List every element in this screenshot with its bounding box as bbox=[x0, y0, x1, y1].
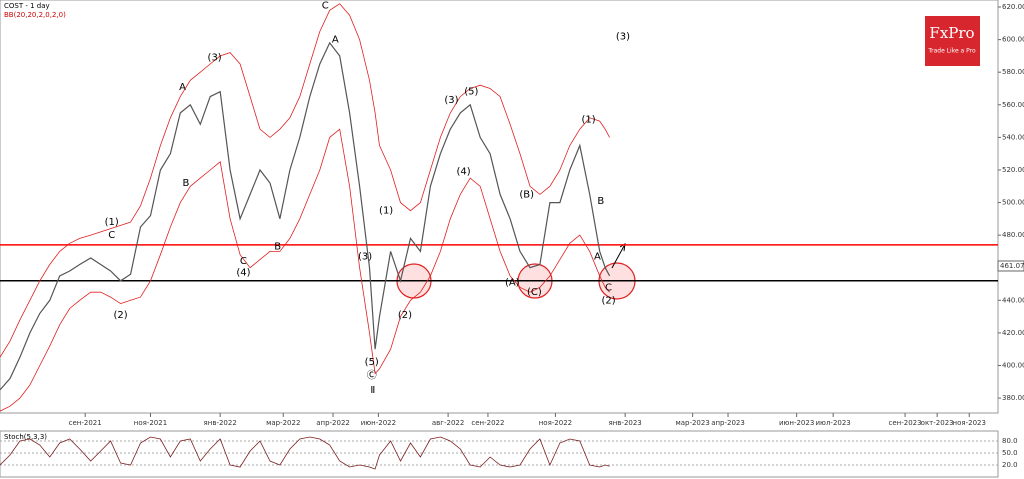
x-tick-label: янв-2023 bbox=[609, 419, 642, 427]
wave-label: (B) bbox=[519, 189, 534, 200]
x-tick-label: апр-2023 bbox=[711, 419, 745, 427]
y-tick-label: 380.00 bbox=[1002, 394, 1024, 402]
series-line bbox=[0, 436, 610, 470]
y-tick-label: 620.00 bbox=[1002, 3, 1024, 11]
wave-label: (3) bbox=[616, 31, 630, 42]
x-tick-label: июн-2022 bbox=[361, 419, 396, 427]
y2-tick-label: 20.0 bbox=[1002, 461, 1018, 469]
stoch-pane bbox=[0, 430, 999, 478]
x-tick-label: мар-2022 bbox=[266, 419, 300, 427]
wave-label: (2) bbox=[114, 310, 128, 321]
x-tick-label: июл-2023 bbox=[816, 419, 851, 427]
wave-label: (2) bbox=[398, 310, 412, 321]
arrow bbox=[611, 243, 626, 269]
y-tick-label: 500.00 bbox=[1002, 199, 1024, 207]
wave-label: (C) bbox=[527, 287, 542, 298]
y-tick-label: 420.00 bbox=[1002, 329, 1024, 337]
wave-label: A bbox=[332, 35, 339, 46]
wave-label: (4) bbox=[457, 167, 471, 178]
x-tick-label: сен-2021 bbox=[69, 419, 102, 427]
x-tick-label: окт-2023 bbox=[921, 419, 954, 427]
price-tag bbox=[997, 260, 1024, 272]
chart-title: COST - 1 day bbox=[4, 2, 50, 10]
y-tick-label: 600.00 bbox=[1002, 36, 1024, 44]
x-tick-label: июн-2023 bbox=[779, 419, 814, 427]
y-tick-label: 540.00 bbox=[1002, 133, 1024, 141]
x-tick-label: авг-2022 bbox=[432, 419, 464, 427]
x-tick-label: сен-2022 bbox=[471, 419, 504, 427]
y2-tick-label: 50.0 bbox=[1002, 449, 1018, 457]
wave-label: (4) bbox=[236, 268, 250, 279]
x-tick-label: ноя-2022 bbox=[539, 419, 572, 427]
x-tick-label: апр-2022 bbox=[316, 419, 350, 427]
wave-label: (3) bbox=[358, 251, 372, 262]
series-line bbox=[0, 128, 610, 412]
x-tick-label: ноя-2023 bbox=[953, 419, 986, 427]
subtitle: BB(20,20,2,0,2,0) bbox=[4, 11, 66, 19]
x-tick-label: ноя-2021 bbox=[134, 419, 167, 427]
y-tick-label: 480.00 bbox=[1002, 231, 1024, 239]
y-tick-label: 560.00 bbox=[1002, 101, 1024, 109]
price-tag-label: 461.07 bbox=[1000, 262, 1024, 270]
wave-label: (1) bbox=[379, 206, 393, 217]
wave-label: B bbox=[597, 196, 604, 207]
wave-label: A bbox=[594, 251, 601, 262]
wave-label: C bbox=[240, 256, 247, 267]
wave-label: C bbox=[605, 282, 612, 293]
x-tick-label: мар-2023 bbox=[675, 419, 709, 427]
y-tick-label: 440.00 bbox=[1002, 296, 1024, 304]
wave-label: (3) bbox=[208, 53, 222, 64]
wave-label: C bbox=[322, 0, 329, 11]
wave-label: (5) bbox=[464, 87, 478, 98]
series-line bbox=[0, 3, 610, 358]
y-tick-label: 520.00 bbox=[1002, 166, 1024, 174]
wave-label: B bbox=[182, 178, 189, 189]
y2-tick-label: 80.0 bbox=[1002, 437, 1018, 445]
price-pane bbox=[0, 0, 999, 414]
wave-label: Ⓒ bbox=[367, 369, 377, 381]
stoch-title: Stoch(5,3,3) bbox=[4, 433, 47, 441]
wave-label: (3) bbox=[444, 95, 458, 106]
wave-label: C bbox=[108, 230, 115, 241]
x-tick-label: сен-2023 bbox=[889, 419, 922, 427]
wave-label: (1) bbox=[105, 217, 119, 228]
wave-label: B bbox=[274, 242, 281, 253]
wave-label: (A) bbox=[505, 277, 520, 288]
series-line bbox=[0, 41, 611, 391]
logo: FxPro bbox=[929, 24, 974, 42]
y-tick-label: 580.00 bbox=[1002, 68, 1024, 76]
x-tick-label: янв-2022 bbox=[204, 419, 237, 427]
wave-label: (1) bbox=[582, 114, 596, 125]
logo-box bbox=[925, 16, 980, 66]
y-tick-label: 400.00 bbox=[1002, 361, 1024, 369]
wave-label: Ⅱ bbox=[370, 385, 375, 396]
wave-label: (5) bbox=[365, 357, 379, 368]
logo-tagline: Trade Like a Pro bbox=[927, 48, 976, 55]
wave-label: (2) bbox=[601, 295, 615, 306]
wave-label: A bbox=[179, 82, 186, 93]
